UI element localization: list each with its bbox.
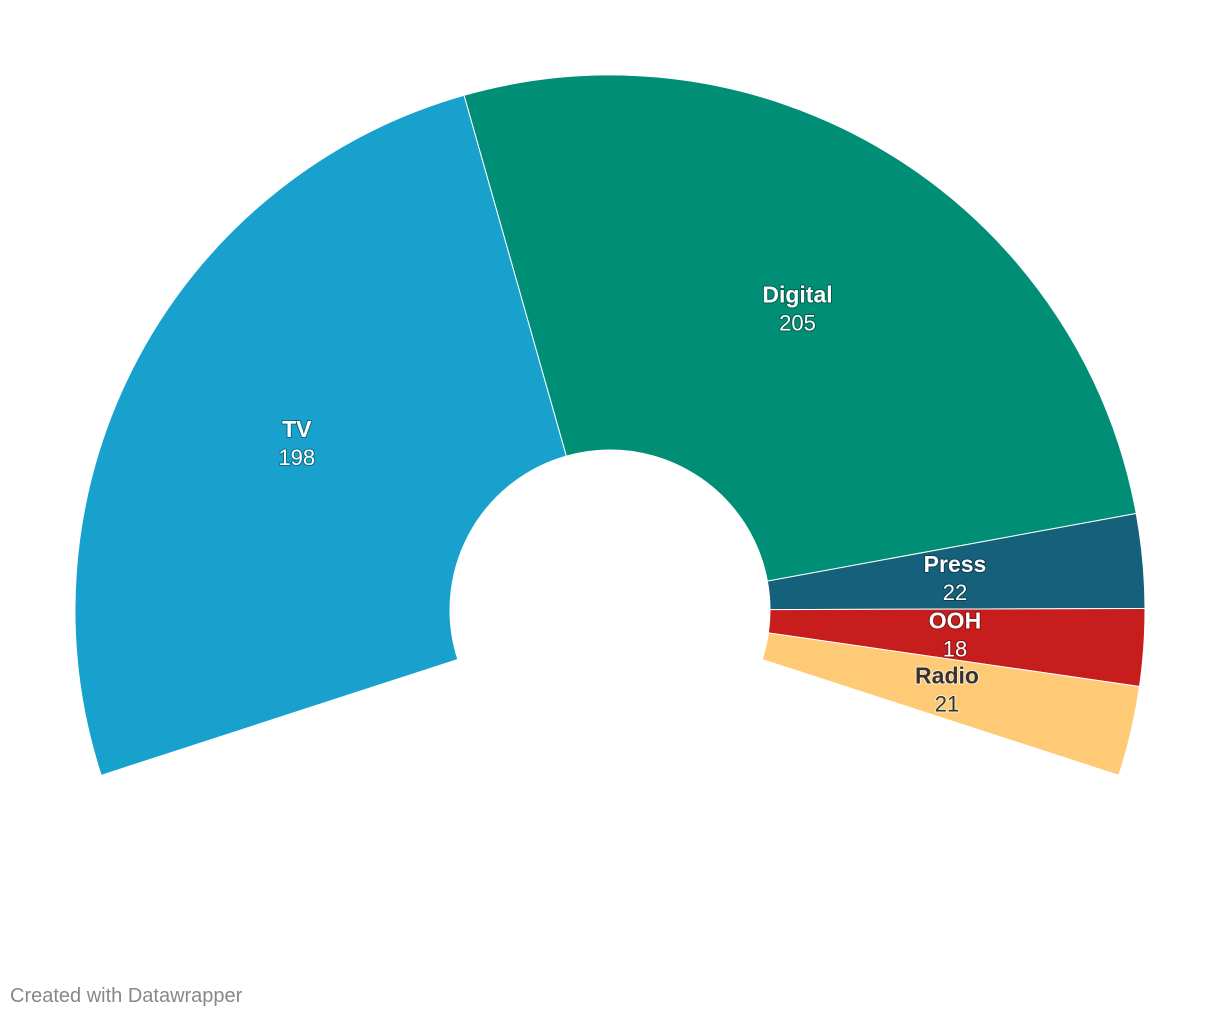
chart-slices <box>74 74 1146 776</box>
slice-value-digital: 205 <box>779 311 816 336</box>
slice-label-ooh: OOH <box>929 608 981 634</box>
slice-label-digital: Digital <box>762 282 832 308</box>
slice-value-tv: 198 <box>278 445 315 470</box>
slice-value-radio: 21 <box>935 691 959 716</box>
slice-value-ooh: 18 <box>943 637 967 662</box>
slice-label-tv: TV <box>282 416 312 442</box>
slice-value-press: 22 <box>943 580 967 605</box>
footer-credit: Created with Datawrapper <box>10 985 243 1007</box>
slice-tv[interactable] <box>74 94 567 776</box>
slice-label-radio: Radio <box>915 662 979 688</box>
slice-label-press: Press <box>924 551 987 577</box>
slice-radio[interactable] <box>761 632 1141 776</box>
slice-digital[interactable] <box>463 74 1137 582</box>
